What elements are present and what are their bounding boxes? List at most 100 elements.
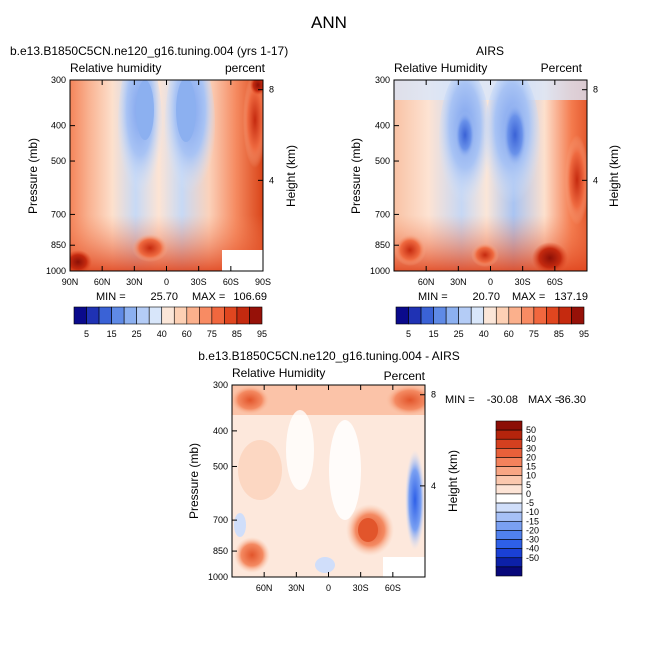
diff-y-tick-label: 1000: [208, 572, 228, 582]
abs-colorbar-obs-swatch: [458, 306, 472, 325]
abs-colorbar-model-swatch: [199, 306, 213, 325]
diff-colorbar-swatch: [495, 511, 523, 522]
abs-colorbar-model-swatch: [186, 306, 200, 325]
abs-colorbar-obs-swatch: [571, 306, 585, 325]
abs-colorbar-obs-label: 60: [504, 329, 514, 339]
diff-colorbar-swatch: [495, 429, 523, 440]
diff-colorbar-label: -15: [526, 516, 539, 526]
abs-colorbar-model-label: 5: [84, 329, 89, 339]
diff-y2-tick-label: 8: [431, 390, 436, 400]
diff-min-value: -30.08: [487, 394, 518, 406]
diff-colorbar-swatch: [495, 475, 523, 486]
obs-y-tick-label: 400: [375, 121, 390, 131]
diff-colorbar-swatch: [495, 457, 523, 467]
abs-colorbar-model-swatch: [211, 306, 225, 325]
abs-colorbar-obs-swatch: [508, 306, 522, 325]
model-right-label: percent: [225, 61, 266, 75]
model-panel: b.e13.B1850C5CN.ne120_g16.tuning.004 (yr…: [10, 44, 298, 303]
abs-colorbar-obs-swatch: [420, 306, 434, 325]
abs-colorbar-obs-swatch: [445, 306, 459, 325]
abs-colorbar-model-swatch: [136, 306, 150, 325]
diff-x-tick-label: 0: [326, 583, 331, 593]
diff-colorbar-swatch: [495, 448, 523, 458]
abs-colorbar-obs-swatch: [495, 306, 510, 325]
obs-x-tick-label: 0: [488, 277, 493, 287]
abs-colorbar-obs-swatch: [521, 306, 535, 325]
diff-colorbar-swatch: [495, 557, 523, 568]
obs-panel-title: AIRS: [476, 44, 504, 58]
diff-max-label: MAX =: [528, 394, 561, 406]
diff-x-tick-label: 60S: [385, 583, 401, 593]
diff-y2-tick-label: 4: [431, 481, 436, 491]
abs-colorbar-model-label: 25: [132, 329, 142, 339]
diff-colorbar-swatch: [495, 566, 523, 577]
obs-right-label: Percent: [541, 61, 583, 75]
figure-title: ANN: [311, 13, 347, 32]
obs-y-tick-label: 850: [375, 240, 390, 250]
diff-y-tick-label: 500: [213, 461, 228, 471]
diff-colorbar-label: -40: [526, 544, 539, 554]
diff-right-label: Percent: [384, 369, 426, 383]
diff-colorbar-swatch: [495, 502, 523, 513]
model-y2-tick-label: 4: [269, 175, 274, 185]
diff-colorbar-label: 50: [526, 425, 536, 435]
diff-colorbar-label: -5: [526, 498, 534, 508]
diff-colorbar-swatch: [495, 530, 523, 540]
abs-colorbar-obs-swatch: [546, 306, 560, 325]
diff-colorbar-label: -50: [526, 553, 539, 563]
diff-colorbar-label: -10: [526, 507, 539, 517]
abs-colorbar-model-swatch: [98, 306, 112, 325]
model-y2-tick-label: 8: [269, 85, 274, 95]
model-x-tick-label: 90S: [255, 277, 271, 287]
obs-y2-tick-label: 4: [593, 175, 598, 185]
abs-colorbar-obs: 5 15 25 40 60 75 85 95: [395, 306, 589, 339]
obs-max-value: 137.19: [554, 291, 588, 303]
diff-colorbar-label: 5: [526, 480, 531, 490]
diff-colorbar-label: 0: [526, 489, 531, 499]
abs-colorbar-obs-label: 5: [406, 329, 411, 339]
obs-ylabel: Pressure (mb): [349, 138, 363, 214]
model-y-tick-label: 700: [51, 209, 66, 219]
obs-min-label: MIN =: [418, 291, 448, 303]
diff-colorbar-swatch: [495, 520, 523, 531]
abs-colorbar-obs-label: 25: [454, 329, 464, 339]
diff-y-tick-label: 400: [213, 426, 228, 436]
model-heatmap: [70, 80, 263, 271]
obs-y-tick-label: 700: [375, 209, 390, 219]
abs-colorbar-obs-label: 85: [554, 329, 564, 339]
abs-colorbar-model-label: 40: [157, 329, 167, 339]
diff-y-tick-label: 300: [213, 380, 228, 390]
diff-panel: b.e13.B1850C5CN.ne120_g16.tuning.004 - A…: [187, 349, 586, 593]
model-max-label: MAX =: [192, 291, 225, 303]
abs-colorbar-obs-label: 75: [529, 329, 539, 339]
abs-colorbar-obs-swatch: [408, 306, 422, 325]
model-y-tick-label: 500: [51, 156, 66, 166]
model-panel-title: b.e13.B1850C5CN.ne120_g16.tuning.004 (yr…: [10, 44, 288, 58]
diff-heatmap: [232, 385, 425, 577]
abs-colorbar-model-swatch: [111, 306, 125, 325]
model-x-tick-label: 0: [164, 277, 169, 287]
model-y-tick-label: 300: [51, 75, 66, 85]
diff-colorbar-label: 20: [526, 452, 536, 462]
diff-min-label: MIN =: [445, 394, 475, 406]
abs-colorbar-model-label: 60: [182, 329, 192, 339]
diff-colorbar-swatch: [495, 493, 523, 504]
obs-y2label: Height (km): [607, 145, 621, 207]
abs-colorbar-model-label: 85: [232, 329, 242, 339]
obs-y-tick-label: 300: [375, 75, 390, 85]
abs-colorbar-obs-swatch: [433, 306, 447, 325]
diff-colorbar-label: 40: [526, 434, 536, 444]
abs-colorbar-obs-swatch: [395, 306, 409, 325]
abs-colorbar-obs-swatch: [558, 306, 572, 325]
obs-y-tick-label: 500: [375, 156, 390, 166]
abs-colorbar-model-swatch: [173, 306, 188, 325]
diff-colorbar-label: 10: [526, 471, 536, 481]
abs-colorbar-model-label: 15: [107, 329, 117, 339]
diff-colorbar-label: -30: [526, 535, 539, 545]
model-left-label: Relative humidity: [70, 61, 161, 75]
model-min-value: 25.70: [150, 291, 178, 303]
abs-colorbar-model-swatch: [123, 306, 137, 325]
abs-colorbar-obs-label: 95: [579, 329, 589, 339]
